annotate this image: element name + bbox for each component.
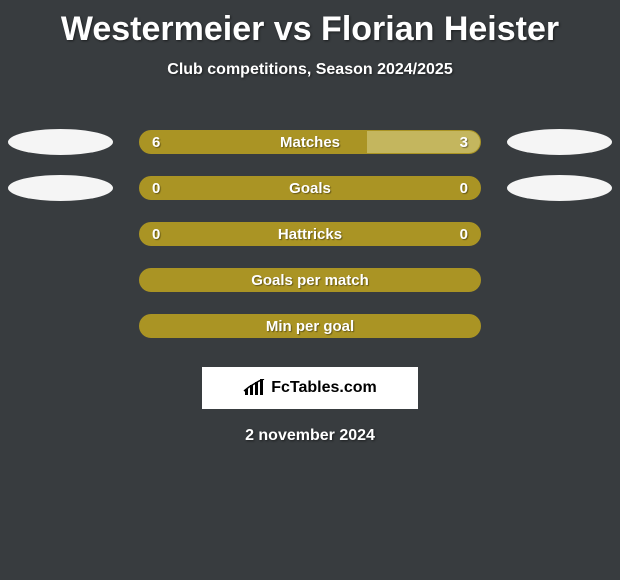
stat-row-wrap: Goals per match [0, 257, 620, 303]
date-line: 2 november 2024 [0, 427, 620, 445]
stat-row-wrap: 00Goals [0, 165, 620, 211]
chart-icon [243, 379, 265, 397]
stat-row: 00Hattricks [139, 222, 481, 246]
player-ellipse-left [8, 129, 113, 155]
stats-block: 63Matches 00Goals 00Hattricks Goals per mat… [0, 119, 620, 349]
player-ellipse-right [507, 129, 612, 155]
stat-row: 00Goals [139, 176, 481, 200]
stat-label: Hattricks [140, 226, 480, 243]
stat-label: Goals [140, 180, 480, 197]
player-ellipse-right [507, 175, 612, 201]
stat-label: Min per goal [140, 318, 480, 335]
page-title: Westermeier vs Florian Heister [0, 0, 620, 49]
subtitle: Club competitions, Season 2024/2025 [0, 61, 620, 79]
stat-row: 63Matches [139, 130, 481, 154]
brand-text: FcTables.com [271, 379, 377, 397]
stat-row-wrap: Min per goal [0, 303, 620, 349]
stat-row-wrap: 00Hattricks [0, 211, 620, 257]
brand-box: FcTables.com [202, 367, 418, 409]
stat-row: Min per goal [139, 314, 481, 338]
stat-label: Goals per match [140, 272, 480, 289]
stat-row-wrap: 63Matches [0, 119, 620, 165]
stat-label: Matches [140, 134, 480, 151]
stat-row: Goals per match [139, 268, 481, 292]
player-ellipse-left [8, 175, 113, 201]
